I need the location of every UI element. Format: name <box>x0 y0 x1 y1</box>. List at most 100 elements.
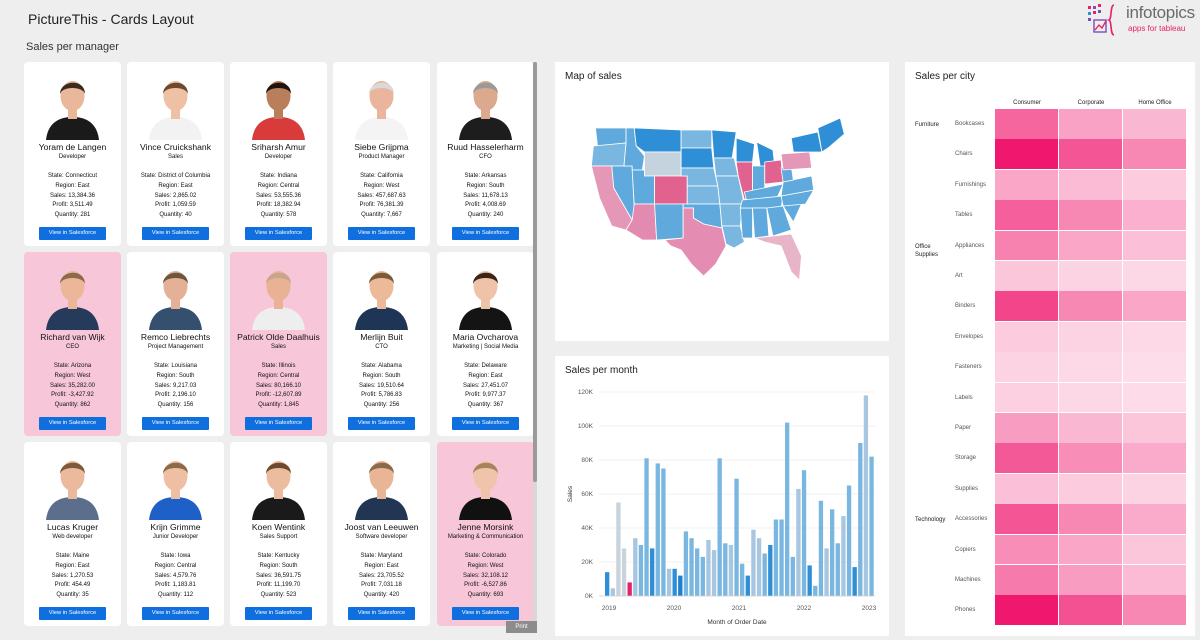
view-in-salesforce-button[interactable]: View in Salesforce <box>452 417 519 430</box>
heatmap-cell[interactable] <box>995 291 1058 322</box>
month-bar[interactable] <box>610 588 615 596</box>
heatmap-cell[interactable] <box>1123 291 1186 322</box>
month-bar[interactable] <box>785 422 790 596</box>
heatmap-cell[interactable] <box>1059 534 1122 565</box>
month-bar[interactable] <box>858 443 863 596</box>
manager-card[interactable]: Patrick Olde Daalhuis Sales State: Illinoi… <box>230 252 327 436</box>
view-in-salesforce-button[interactable]: View in Salesforce <box>452 227 519 240</box>
manager-card[interactable]: Siebe Grijpma Product Manager State: Calif… <box>333 62 430 246</box>
map-state[interactable] <box>766 205 792 237</box>
manager-card[interactable]: Richard van Wijk CEO State: Arizona Region:… <box>24 252 121 436</box>
heatmap-cell[interactable] <box>1059 261 1122 291</box>
map-state[interactable] <box>713 157 739 177</box>
manager-card[interactable]: Ruud Hasselerharm CFO State: Arkansas Regio… <box>437 62 534 246</box>
month-bar[interactable] <box>723 543 728 596</box>
map-state[interactable] <box>654 175 688 205</box>
month-bar[interactable] <box>706 539 711 596</box>
heatmap-cell[interactable] <box>1123 261 1186 291</box>
heatmap-cell[interactable] <box>1059 352 1122 382</box>
month-bar[interactable] <box>678 575 683 596</box>
manager-card[interactable]: Lucas Kruger Web developer State: Maine Reg… <box>24 442 121 626</box>
heatmap-cell[interactable] <box>995 109 1058 139</box>
month-bar[interactable] <box>605 572 610 596</box>
map-state[interactable] <box>643 151 682 177</box>
heatmap-cell[interactable] <box>1123 504 1186 534</box>
month-bar[interactable] <box>807 565 812 596</box>
map-state[interactable] <box>752 207 770 239</box>
month-bar[interactable] <box>773 519 779 597</box>
view-in-salesforce-button[interactable]: View in Salesforce <box>142 417 209 430</box>
map-state[interactable] <box>680 147 715 169</box>
view-in-salesforce-button[interactable]: View in Salesforce <box>348 417 415 430</box>
heatmap-cell[interactable] <box>1123 200 1186 230</box>
heatmap-cell[interactable] <box>1059 139 1122 170</box>
heatmap-cell[interactable] <box>995 595 1058 626</box>
heatmap-cell[interactable] <box>1059 291 1122 322</box>
month-bar[interactable] <box>830 509 835 596</box>
month-bar[interactable] <box>740 563 745 596</box>
card-grid-scrollbar[interactable] <box>533 62 537 482</box>
manager-card[interactable]: Remco Liebrechts Project Management State:… <box>127 252 224 436</box>
manager-card[interactable]: Krijn Grimme Junior Developer State: Iowa R… <box>127 442 224 626</box>
heatmap-cell[interactable] <box>995 504 1058 534</box>
heatmap-cell[interactable] <box>1123 321 1186 352</box>
heatmap-cell[interactable] <box>995 413 1058 443</box>
manager-card[interactable]: Merlijn Buit CTO State: Alabama Region: Sou… <box>333 252 430 436</box>
manager-card[interactable]: Jenne Morsink Marketing & Communication St… <box>437 442 534 626</box>
heatmap-cell[interactable] <box>1059 413 1122 443</box>
month-bar[interactable] <box>683 531 689 596</box>
map-state[interactable] <box>764 159 784 185</box>
map-state[interactable] <box>686 185 721 205</box>
heatmap-cell[interactable] <box>1059 565 1122 595</box>
view-in-salesforce-button[interactable]: View in Salesforce <box>245 417 312 430</box>
month-bar[interactable] <box>638 545 644 596</box>
month-bar[interactable] <box>655 463 660 596</box>
month-bar[interactable] <box>846 485 852 597</box>
view-in-salesforce-button[interactable]: View in Salesforce <box>245 607 312 620</box>
month-bar[interactable] <box>801 470 807 596</box>
month-bar[interactable] <box>824 548 829 596</box>
month-bar[interactable] <box>717 458 722 596</box>
map-state[interactable] <box>754 233 802 281</box>
manager-card[interactable]: Vince Cruickshank Sales State: District of… <box>127 62 224 246</box>
map-state[interactable] <box>654 203 684 241</box>
heatmap-cell[interactable] <box>995 261 1058 291</box>
heatmap-cell[interactable] <box>1123 443 1186 474</box>
heatmap-cell[interactable] <box>1059 321 1122 352</box>
month-bar[interactable] <box>796 488 801 596</box>
map-state[interactable] <box>790 131 823 153</box>
month-bar[interactable] <box>616 502 621 597</box>
view-in-salesforce-button[interactable]: View in Salesforce <box>452 607 519 620</box>
month-bar[interactable] <box>672 568 677 596</box>
heatmap-cell[interactable] <box>995 534 1058 565</box>
heatmap-cell[interactable] <box>1059 230 1122 261</box>
heatmap-cell[interactable] <box>1123 382 1186 413</box>
month-bar[interactable] <box>835 543 840 596</box>
map-state[interactable] <box>633 127 682 153</box>
month-bar[interactable] <box>666 568 672 596</box>
heatmap-cell[interactable] <box>1059 169 1122 200</box>
heatmap-cell[interactable] <box>1123 595 1186 626</box>
month-bar[interactable] <box>841 516 846 596</box>
map-state[interactable] <box>739 207 753 239</box>
map-state[interactable] <box>817 117 845 153</box>
map-state[interactable] <box>663 207 727 277</box>
month-bar[interactable] <box>756 538 762 596</box>
map-state[interactable] <box>711 129 737 159</box>
heatmap-cell[interactable] <box>1123 473 1186 504</box>
view-in-salesforce-button[interactable]: View in Salesforce <box>348 607 415 620</box>
month-bar[interactable] <box>627 582 632 596</box>
heatmap-cell[interactable] <box>1059 595 1122 626</box>
heatmap-cell[interactable] <box>995 473 1058 504</box>
map-state[interactable] <box>719 203 743 227</box>
month-bar[interactable] <box>762 553 767 597</box>
month-bar[interactable] <box>728 545 734 596</box>
heatmap-cell[interactable] <box>1123 352 1186 382</box>
month-bar[interactable] <box>779 519 784 597</box>
us-sales-map[interactable] <box>555 62 889 341</box>
month-bar[interactable] <box>695 548 700 596</box>
month-bar[interactable] <box>644 458 649 596</box>
map-state[interactable] <box>680 129 713 149</box>
heatmap-cell[interactable] <box>1059 504 1122 534</box>
month-bar[interactable] <box>745 575 750 596</box>
